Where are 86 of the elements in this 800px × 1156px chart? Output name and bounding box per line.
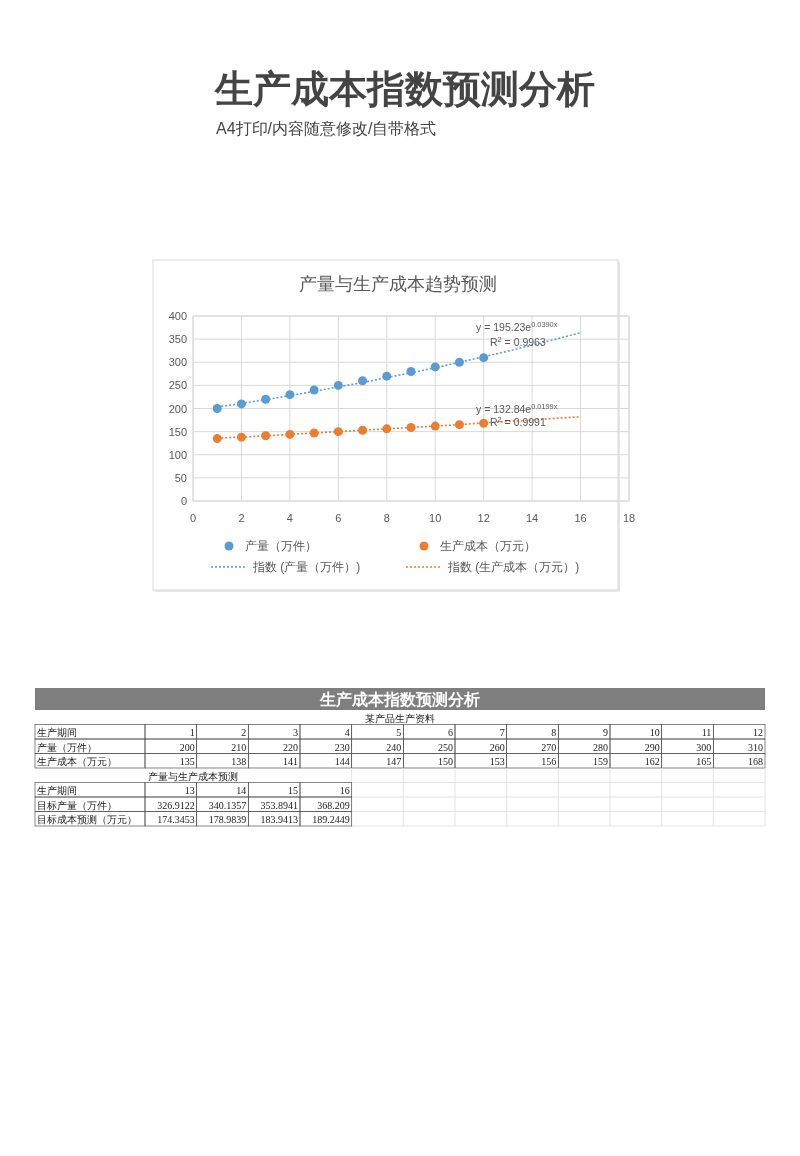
legend-label: 指数 (产量（万件）) — [252, 560, 361, 574]
data-label: 300 — [696, 741, 712, 753]
data-label: 368.209 — [317, 799, 350, 811]
data-label: 326.9122 — [157, 799, 195, 811]
data-label: 150 — [438, 756, 453, 767]
annotation: R$^{2}$ = 0.9963 — [490, 334, 546, 348]
legend-label: 生产成本（万元） — [440, 539, 536, 553]
annotation: R$^{2}$ = 0.9991 — [490, 414, 546, 428]
data-label: 210 — [231, 741, 247, 753]
y-tick-label: 350 — [168, 333, 187, 346]
y-tick-label: 50 — [174, 471, 187, 484]
data-label: 135 — [179, 756, 195, 767]
data-label: 310 — [748, 741, 763, 753]
data-label: 159 — [593, 756, 608, 767]
x-tick-label: 0 — [189, 512, 197, 524]
chart-title: 产量与生产成本趋势预测 — [299, 274, 497, 294]
text: A4打印/内容随意修改/自带格式 — [216, 120, 437, 137]
x-tick-label: 9 — [603, 727, 608, 738]
y-tick-label: 300 — [168, 356, 187, 369]
data-label: 144 — [334, 756, 350, 767]
chart-title: 生产成本指数预测分析 — [319, 690, 480, 709]
data-label: 340.1357 — [208, 799, 247, 811]
x-tick-label: 6 — [335, 512, 342, 524]
data-label: 156 — [541, 756, 557, 767]
x-tick-label: 2 — [241, 727, 247, 738]
x-tick-label: 10 — [649, 727, 660, 738]
data-label: 162 — [644, 756, 660, 767]
data-label: 260 — [489, 741, 505, 753]
data-label: 290 — [644, 741, 660, 753]
x-tick-label: 1 — [189, 727, 195, 738]
x-tick-label: 8 — [551, 727, 557, 738]
data-label: 165 — [696, 756, 712, 767]
x-tick-label: 12 — [753, 727, 763, 738]
y-tick-label: 200 — [168, 402, 187, 415]
x-tick-label: 2 — [238, 512, 245, 524]
x-axis-title: 生产期间 — [37, 727, 77, 738]
data-label: 353.8941 — [260, 799, 298, 811]
x-tick-label: 13 — [184, 785, 195, 796]
x-tick-label: 7 — [499, 727, 505, 738]
y-tick-label: 400 — [168, 310, 187, 322]
x-tick-label: 4 — [344, 727, 350, 738]
x-tick-label: 15 — [288, 785, 298, 796]
data-label: 141 — [283, 756, 298, 767]
data-label: 240 — [386, 741, 402, 753]
x-tick-label: 11 — [701, 727, 712, 738]
chart-title: 产量与生产成本预测 — [148, 770, 239, 782]
data-label: 270 — [541, 741, 557, 753]
x-tick-label: 3 — [293, 727, 298, 738]
data-label: 250 — [438, 741, 453, 753]
x-tick-label: 6 — [448, 727, 453, 738]
y-tick-label: 0 — [180, 495, 187, 507]
chart-subtitle: 某产品生产资料 — [365, 712, 435, 724]
legend-label: 产量（万件） — [245, 539, 317, 553]
x-tick-label: 16 — [339, 785, 350, 796]
data-label: 147 — [386, 756, 402, 767]
x-tick-label: 4 — [286, 512, 293, 524]
y-tick-label: 150 — [168, 425, 187, 438]
data-label: 178.9839 — [208, 814, 247, 825]
y-tick-label: 产量（万件） — [37, 741, 97, 753]
y-tick-label: 目标产量（万件） — [37, 799, 117, 811]
x-tick-label: 16 — [574, 512, 587, 524]
data-label: 230 — [334, 741, 350, 753]
x-tick-label: 12 — [477, 512, 490, 524]
x-tick-label: 5 — [396, 727, 402, 738]
x-tick-label: 10 — [429, 512, 442, 524]
y-tick-label: 100 — [168, 448, 187, 461]
y-tick-label: 目标成本预测（万元） — [37, 814, 137, 825]
annotation: y = 132.84e$^{0.0199x}$ — [476, 401, 558, 415]
data-label: 183.9413 — [260, 814, 298, 825]
y-tick-label: 250 — [168, 379, 187, 392]
x-axis-title: 生产期间 — [37, 785, 77, 796]
data-label: 168 — [748, 756, 763, 767]
x-tick-label: 18 — [622, 512, 636, 524]
text: 生产成本指数预测分析 — [214, 68, 595, 110]
data-label: 280 — [593, 741, 608, 753]
data-label: 138 — [231, 756, 247, 767]
x-tick-label: 8 — [383, 512, 390, 524]
data-label: 153 — [489, 756, 505, 767]
x-tick-label: 14 — [236, 785, 247, 796]
data-label: 174.3453 — [157, 814, 195, 825]
annotation: y = 195.23e$^{0.0390x}$ — [476, 319, 558, 333]
data-label: 189.2449 — [312, 814, 350, 825]
x-tick-label: 14 — [525, 512, 539, 524]
data-label: 220 — [283, 741, 298, 753]
legend-label: 指数 (生产成本（万元）) — [447, 560, 580, 574]
y-tick-label: 生产成本（万元） — [37, 756, 117, 767]
